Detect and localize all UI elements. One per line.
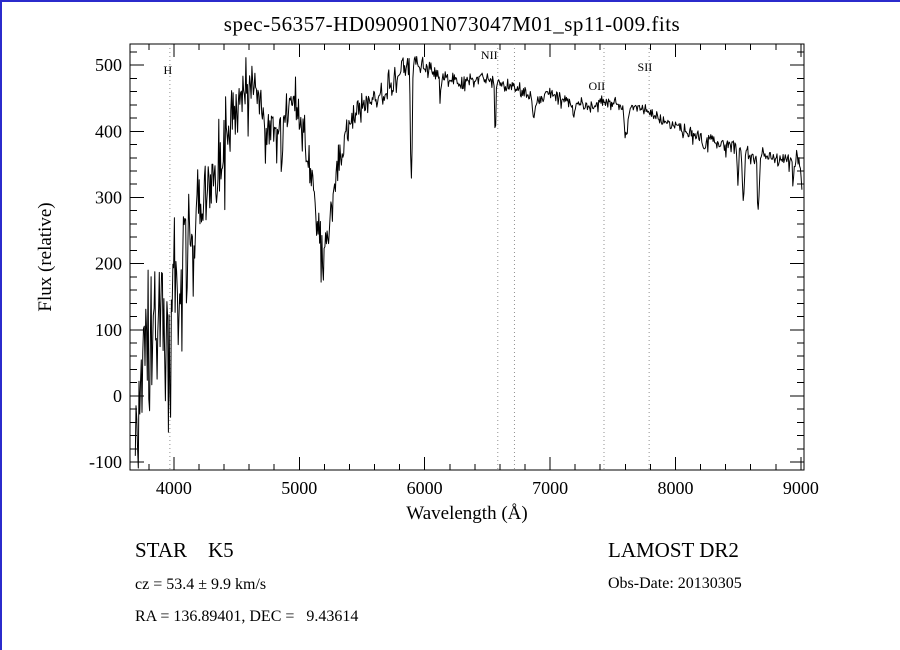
- chart-title: spec-56357-HD090901N073047M01_sp11-009.f…: [223, 12, 681, 36]
- x-axis-label: Wavelength (Å): [406, 503, 528, 524]
- survey-name-text: LAMOST DR2: [608, 538, 739, 562]
- x-tick-label: 6000: [407, 478, 443, 498]
- y-tick-label: 500: [95, 55, 122, 75]
- y-tick-label: 400: [95, 121, 122, 141]
- redshift-velocity-text: cz = 53.4 ± 9.9 km/s: [135, 576, 267, 593]
- y-tick-label: 0: [113, 386, 122, 406]
- object-class-text: STAR K5: [135, 538, 234, 562]
- spectral-line-label: NII: [481, 48, 498, 62]
- y-tick-label: -100: [89, 452, 122, 472]
- y-tick-label: 300: [95, 187, 122, 207]
- spectral-line-label: H: [164, 63, 173, 77]
- y-axis-label: Flux (relative): [35, 202, 56, 312]
- x-tick-label: 8000: [657, 478, 693, 498]
- ra-dec-text: RA = 136.89401, DEC = 9.43614: [135, 608, 359, 625]
- y-tick-label: 200: [95, 254, 122, 274]
- spectrum-line: [134, 56, 803, 469]
- x-tick-label: 4000: [156, 478, 192, 498]
- plot-box: [129, 43, 805, 471]
- x-tick-label: 5000: [281, 478, 317, 498]
- x-tick-label: 7000: [532, 478, 568, 498]
- spectral-line-label: OII: [589, 79, 606, 93]
- x-tick-label: 9000: [783, 478, 819, 498]
- y-tick-label: 100: [95, 320, 122, 340]
- spectral-line-label: SII: [638, 60, 653, 74]
- spectrum-plot: 4000 5000 6000 7000 8000 9000 -100 0 100 200 300 40…: [89, 43, 819, 498]
- obs-date-text: Obs-Date: 20130305: [608, 575, 742, 592]
